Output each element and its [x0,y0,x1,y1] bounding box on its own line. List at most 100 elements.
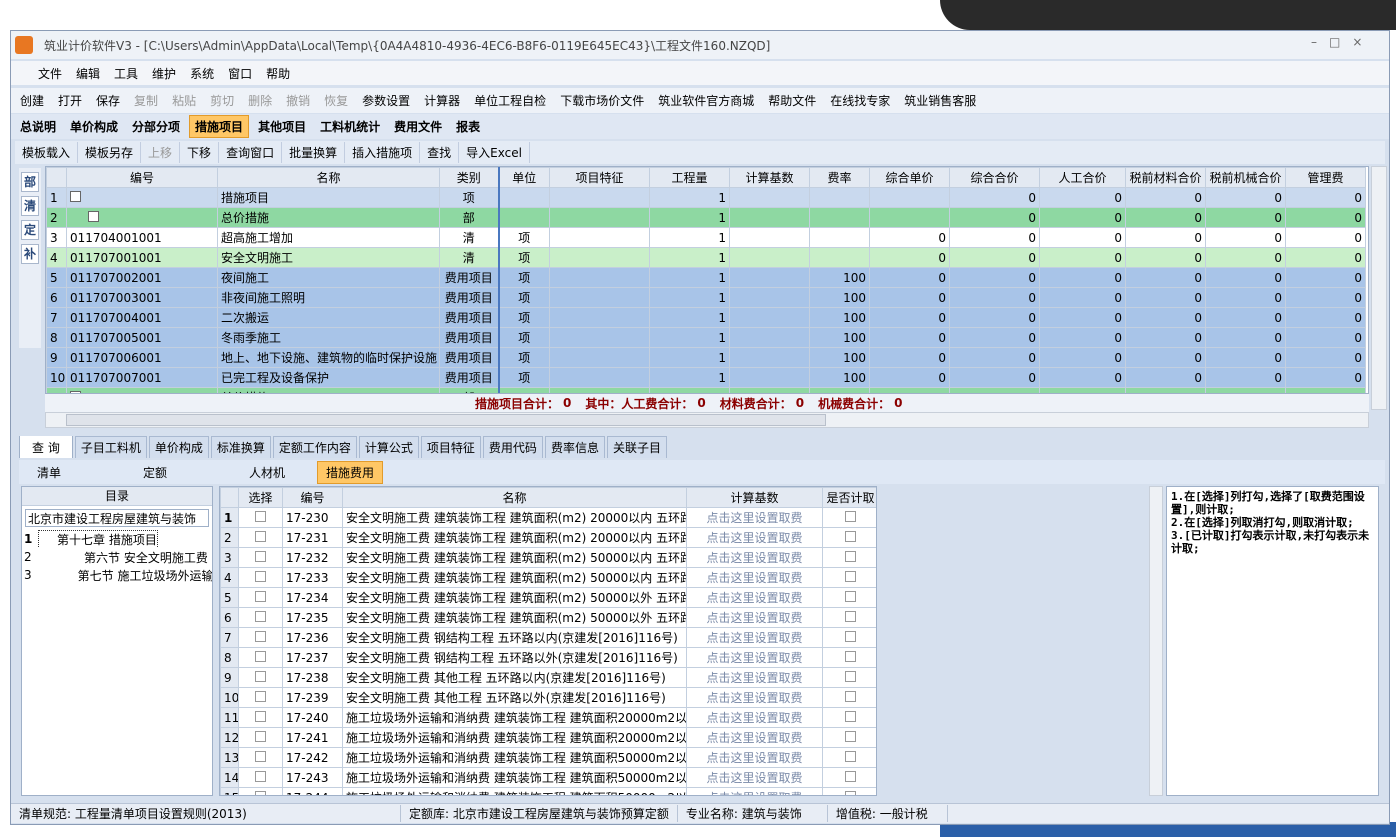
catalog-dropdown[interactable]: 北京市建设工程房屋建筑与装饰 [25,509,209,527]
checkbox[interactable] [845,590,856,602]
window-controls[interactable]: –□× [1311,35,1375,49]
side-button[interactable]: 补 [21,244,39,264]
menu-item[interactable]: 编辑 [76,66,101,81]
catalog-node[interactable]: 3 第七节 施工垃圾场外运输 [22,566,212,584]
quota-row[interactable]: 3 17-232 安全文明施工费 建筑装饰工程 建筑面积(m2) 50000以内 五… [220,547,876,568]
checkbox[interactable] [845,570,856,582]
expand-box[interactable] [70,190,81,202]
module-tab[interactable]: 措施项目 [189,115,250,138]
checkbox[interactable] [255,750,266,762]
module-tab[interactable]: 报表 [456,120,481,134]
checkbox[interactable] [845,770,856,782]
detail-tab[interactable]: 子目工料机 [74,436,147,458]
grid-row[interactable]: 2 总价措施 部 1 0 0 0 0 0 [46,207,1366,228]
module-tab[interactable]: 单价构成 [70,120,119,134]
quota-row[interactable]: 11 17-240 施工垃圾场外运输和消纳费 建筑装饰工程 建筑面积20000m2以… [220,707,876,728]
toolbar-button[interactable]: 帮助文件 [768,94,817,108]
quota-row[interactable]: 5 17-234 安全文明施工费 建筑装饰工程 建筑面积(m2) 50000以外 五… [220,587,876,608]
checkbox[interactable] [845,730,856,742]
sub-toolbar-button[interactable]: 导入Excel [459,142,530,163]
detail-tab[interactable]: 标准换算 [210,436,271,458]
quota-row[interactable]: 14 17-243 施工垃圾场外运输和消纳费 建筑装饰工程 建筑面积50000m2以… [220,767,876,788]
filter-button[interactable]: 措施费用 [317,460,384,484]
expand-box[interactable] [70,390,81,393]
side-button[interactable]: 定 [21,220,39,240]
checkbox[interactable] [255,770,266,782]
quota-row[interactable]: 4 17-233 安全文明施工费 建筑装饰工程 建筑面积(m2) 50000以内 五… [220,567,876,588]
detail-tab[interactable]: 单价构成 [148,436,209,458]
sub-toolbar-button[interactable]: 下移 [180,142,220,163]
checkbox[interactable] [845,650,856,662]
detail-tab[interactable]: 项目特征 [420,436,481,458]
grid-row[interactable]: 6 011707003001 非夜间施工照明 费用项目 项 1 100 0 0 0 0 0 0 [46,287,1366,308]
grid-row[interactable]: 10 011707007001 已完工程及设备保护 费用项目 项 1 100 0 0 0 0 0 0 [46,367,1366,388]
catalog-node[interactable]: 1 第十七章 措施项目 [22,530,212,548]
quota-row[interactable]: 1 17-230 安全文明施工费 建筑装饰工程 建筑面积(m2) 20000以内 五… [220,507,876,528]
toolbar-button[interactable]: 恢复 [324,94,349,108]
sub-toolbar-button[interactable]: 模板另存 [78,142,142,163]
sub-toolbar-button[interactable]: 查找 [420,142,460,163]
checkbox[interactable] [255,650,266,662]
checkbox[interactable] [255,530,266,542]
checkbox[interactable] [255,730,266,742]
toolbar-button[interactable]: 创建 [20,94,45,108]
expand-box[interactable] [88,210,99,222]
menu-item[interactable]: 维护 [152,66,177,81]
toolbar-button[interactable]: 单位工程自检 [474,94,547,108]
toolbar-button[interactable]: 剪切 [210,94,235,108]
v-scrollbar[interactable] [1149,486,1163,796]
quota-row[interactable]: 9 17-238 安全文明施工费 其他工程 五环路以内(京建发[2016]116号)… [220,667,876,688]
fee-link[interactable]: 点击这里设置取费 [686,647,823,668]
checkbox[interactable] [845,610,856,622]
quota-row[interactable]: 7 17-236 安全文明施工费 钢结构工程 五环路以内(京建发[2016]116号… [220,627,876,648]
menu-item[interactable]: 工具 [114,66,139,81]
fee-link[interactable]: 点击这里设置取费 [686,507,823,528]
checkbox[interactable] [845,710,856,722]
fee-link[interactable]: 点击这里设置取费 [686,767,823,788]
grid-row[interactable]: 3 011704001001 超高施工增加 清 项 1 0 0 0 0 0 0 [46,227,1366,248]
quota-row[interactable]: 6 17-235 安全文明施工费 建筑装饰工程 建筑面积(m2) 50000以外 五… [220,607,876,628]
checkbox[interactable] [255,510,266,522]
fee-link[interactable]: 点击这里设置取费 [686,747,823,768]
checkbox[interactable] [255,690,266,702]
checkbox[interactable] [255,590,266,602]
detail-tab[interactable]: 计算公式 [358,436,419,458]
checkbox[interactable] [255,790,266,795]
filter-button[interactable]: 定额 [143,465,168,480]
checkbox[interactable] [255,670,266,682]
fee-link[interactable]: 点击这里设置取费 [686,687,823,708]
fee-link[interactable]: 点击这里设置取费 [686,627,823,648]
grid-row[interactable]: 1 措施项目 项 1 0 0 0 0 0 [46,187,1366,208]
fee-link[interactable]: 点击这里设置取费 [686,587,823,608]
grid-row[interactable]: 8 011707005001 冬雨季施工 费用项目 项 1 100 0 0 0 0 0 0 [46,327,1366,348]
fee-link[interactable]: 点击这里设置取费 [686,547,823,568]
side-button[interactable]: 清 [21,196,39,216]
grid-row[interactable]: 7 011707004001 二次搬运 费用项目 项 1 100 0 0 0 0 0 0 [46,307,1366,328]
sub-toolbar-button[interactable]: 查询窗口 [219,142,283,163]
fee-link[interactable]: 点击这里设置取费 [686,527,823,548]
detail-tab[interactable]: 关联子目 [606,436,667,458]
detail-tab[interactable]: 查 询 [19,436,73,458]
toolbar-button[interactable]: 参数设置 [362,94,411,108]
sub-toolbar-button[interactable]: 插入措施项 [345,142,421,163]
quota-row[interactable]: 10 17-239 安全文明施工费 其他工程 五环路以外(京建发[2016]116号… [220,687,876,708]
grid-row[interactable]: 4 011707001001 安全文明施工 清 项 1 0 0 0 0 0 0 [46,247,1366,268]
sub-toolbar-button[interactable]: 批量换算 [282,142,346,163]
side-button[interactable]: 部 [21,172,39,192]
fee-link[interactable]: 点击这里设置取费 [686,787,823,795]
toolbar-button[interactable]: 删除 [248,94,273,108]
checkbox[interactable] [255,570,266,582]
toolbar-button[interactable]: 计算器 [424,94,461,108]
quota-row[interactable]: 8 17-237 安全文明施工费 钢结构工程 五环路以外(京建发[2016]116号… [220,647,876,668]
checkbox[interactable] [845,550,856,562]
toolbar-button[interactable]: 下载市场价文件 [560,94,645,108]
fee-link[interactable]: 点击这里设置取费 [686,567,823,588]
menu-item[interactable]: 窗口 [228,66,253,81]
checkbox[interactable] [255,630,266,642]
toolbar-button[interactable]: 保存 [96,94,121,108]
module-tab[interactable]: 费用文件 [394,120,443,134]
fee-link[interactable]: 点击这里设置取费 [686,707,823,728]
detail-tab[interactable]: 定额工作内容 [272,436,357,458]
menu-item[interactable]: 帮助 [266,66,291,81]
checkbox[interactable] [255,550,266,562]
